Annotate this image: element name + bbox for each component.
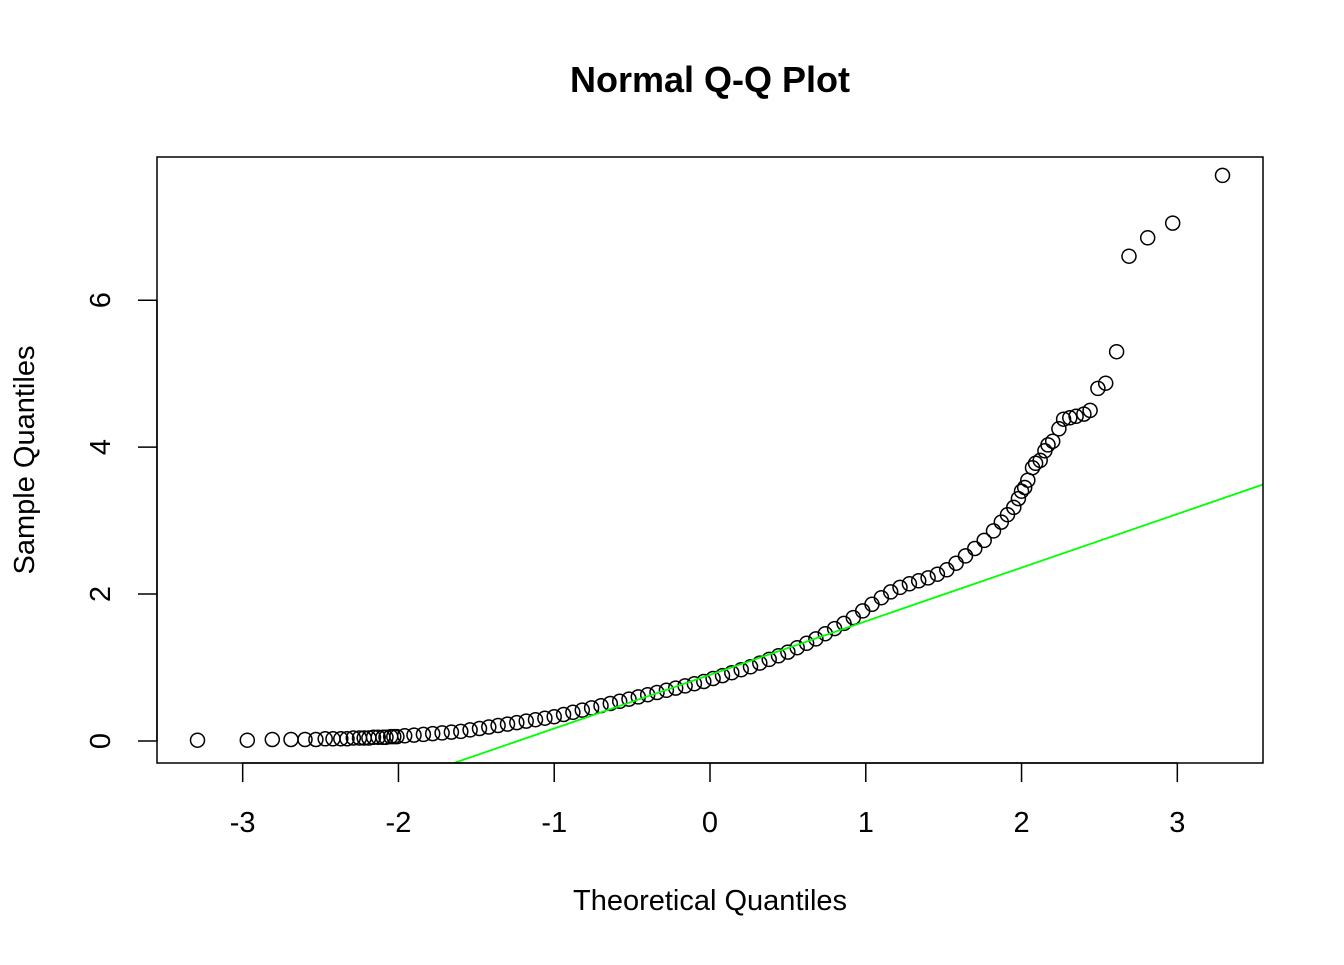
x-tick-label: 2: [1013, 807, 1029, 839]
data-point: [1099, 376, 1113, 390]
data-point: [454, 724, 468, 738]
data-point: [1122, 249, 1136, 263]
data-point: [529, 713, 543, 727]
data-point: [318, 732, 332, 746]
x-tick-label: -2: [386, 807, 412, 839]
x-tick-label: -1: [541, 807, 567, 839]
x-axis-label: Theoretical Quantiles: [573, 885, 847, 917]
data-point: [482, 720, 496, 734]
y-tick-label: 4: [85, 439, 117, 455]
data-point: [1029, 456, 1043, 470]
x-tick-label: -3: [230, 807, 256, 839]
data-point: [949, 556, 963, 570]
data-point: [921, 571, 935, 585]
data-point: [1166, 216, 1180, 230]
data-point: [585, 701, 599, 715]
data-point: [1110, 345, 1124, 359]
data-point: [902, 577, 916, 591]
y-tick-label: 6: [85, 292, 117, 308]
data-point: [865, 597, 879, 611]
data-point: [510, 716, 524, 730]
y-axis-label: Sample Quantiles: [9, 346, 41, 575]
data-point: [501, 717, 515, 731]
data-point: [240, 733, 254, 747]
data-point: [1141, 231, 1155, 245]
data-point: [1216, 168, 1230, 182]
data-point: [557, 708, 571, 722]
data-point: [538, 711, 552, 725]
data-point: [547, 710, 561, 724]
data-point: [265, 733, 279, 747]
data-point: [968, 542, 982, 556]
x-tick-label: 1: [858, 807, 874, 839]
data-point: [959, 549, 973, 563]
data-point: [912, 574, 926, 588]
y-axis: 0 2 4 6: [85, 292, 157, 749]
data-point: [987, 524, 1001, 538]
y-tick-label: 2: [85, 586, 117, 602]
y-tick-label: 0: [85, 733, 117, 749]
x-tick-label: 3: [1169, 807, 1185, 839]
data-point: [191, 733, 205, 747]
data-point: [566, 705, 580, 719]
points-layer: [191, 168, 1230, 747]
data-point: [1026, 461, 1040, 475]
data-point: [856, 604, 870, 618]
chart-title: Normal Q-Q Plot: [570, 59, 850, 100]
data-point: [575, 703, 589, 717]
data-point: [473, 722, 487, 736]
data-point: [284, 733, 298, 747]
data-point: [1091, 381, 1105, 395]
x-axis: -3 -2 -1 0 1 2 3: [230, 763, 1186, 839]
x-tick-label: 0: [702, 807, 718, 839]
data-point: [326, 732, 340, 746]
